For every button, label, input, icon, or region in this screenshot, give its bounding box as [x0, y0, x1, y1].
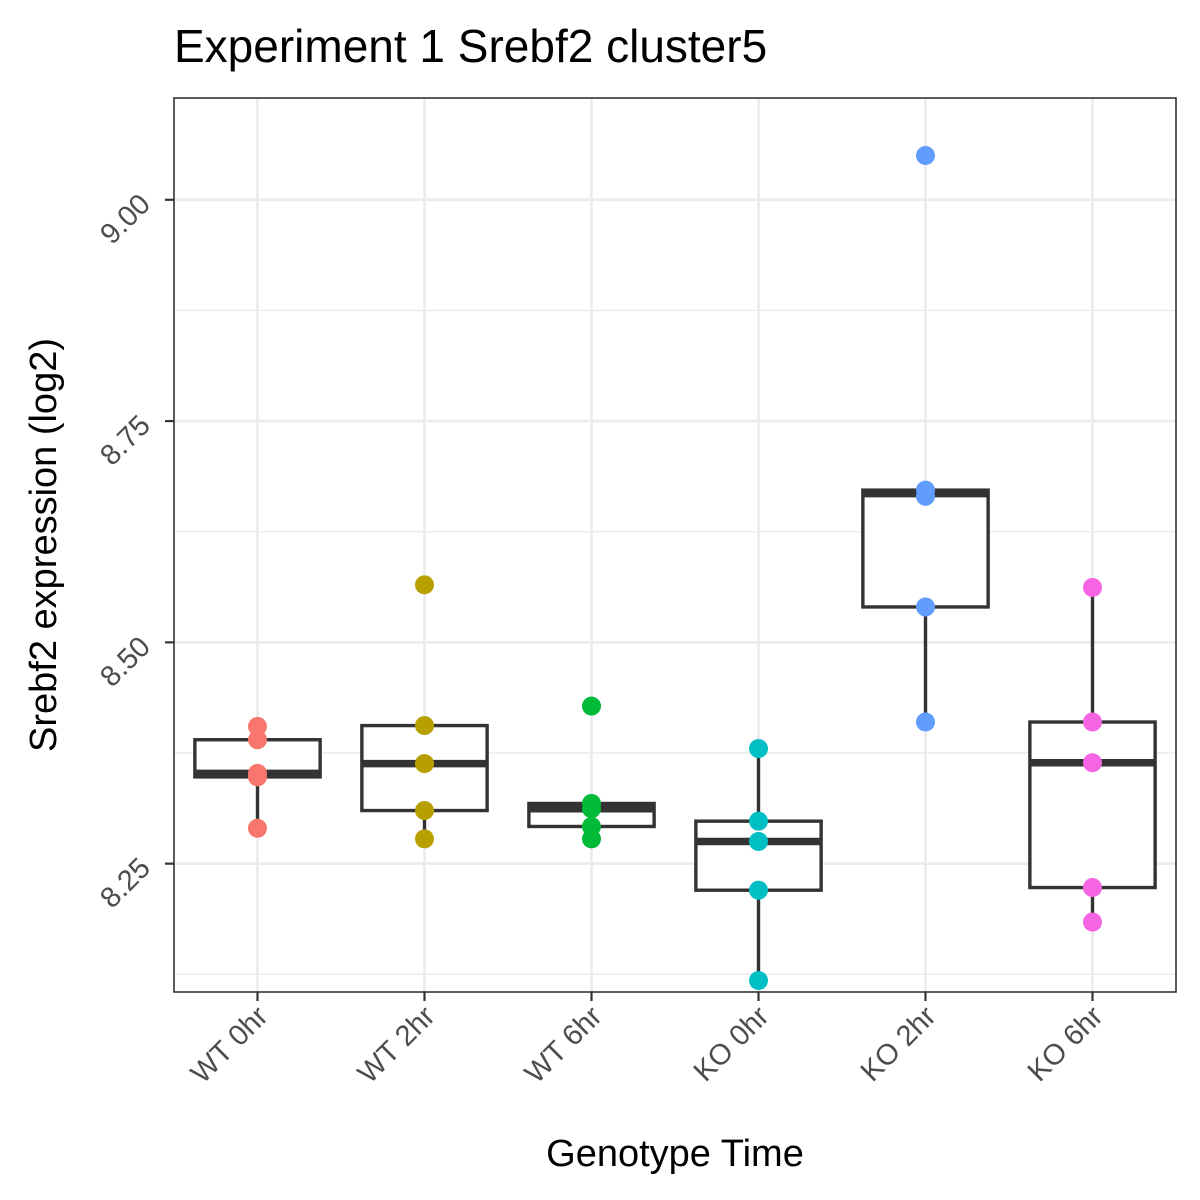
data-point — [582, 799, 601, 819]
data-point — [415, 575, 434, 595]
data-point — [1083, 878, 1102, 898]
data-point — [1083, 912, 1102, 932]
data-point — [1083, 577, 1102, 597]
data-point — [749, 970, 768, 990]
data-point — [749, 880, 768, 900]
y-tick-label: 8.25 — [94, 852, 157, 915]
grid-lines — [174, 98, 1176, 992]
data-point — [582, 829, 601, 849]
box-ko-2hr — [861, 488, 990, 609]
box-ko-6hr — [1028, 720, 1157, 890]
chart-title: Experiment 1 Srebf2 cluster5 — [174, 20, 767, 72]
data-point — [749, 811, 768, 831]
data-point — [749, 739, 768, 759]
x-tick-label: KO 6hr — [1022, 1000, 1110, 1088]
data-point — [415, 829, 434, 849]
plot-panel-border — [173, 97, 1177, 993]
data-point — [1083, 712, 1102, 732]
data-point — [248, 716, 267, 736]
axes: 8.25 8.50 8.75 9.00 WT 0hr WT 2hr WT 6hr KO 0hr… — [94, 188, 1109, 1090]
x-tick-label: KO 2hr — [855, 1000, 943, 1088]
y-tick-label: 8.75 — [94, 409, 157, 472]
box-ko-0hr — [694, 819, 823, 892]
data-point — [248, 730, 267, 750]
data-point — [415, 754, 434, 774]
data-point — [916, 712, 935, 732]
x-tick-label: KO 0hr — [688, 1000, 776, 1088]
data-point — [916, 486, 935, 506]
data-point — [415, 716, 434, 736]
y-tick-label: 9.00 — [94, 188, 157, 251]
data-point — [582, 696, 601, 716]
x-tick-label: WT 6hr — [519, 1000, 609, 1090]
data-point — [916, 146, 935, 166]
data-point — [1083, 753, 1102, 773]
data-point — [916, 597, 935, 617]
data-point — [248, 818, 267, 838]
y-axis-title: Srebf2 expression (log2) — [23, 338, 65, 752]
x-tick-label: WT 0hr — [185, 1000, 275, 1090]
data-point — [749, 832, 768, 852]
boxplot-layer — [193, 488, 1157, 981]
y-tick-label: 8.50 — [94, 631, 157, 694]
x-axis-title: Genotype Time — [546, 1133, 804, 1175]
data-point — [415, 801, 434, 821]
x-tick-label: WT 2hr — [352, 1000, 442, 1090]
data-points-layer — [248, 146, 1102, 990]
data-point — [248, 767, 267, 787]
